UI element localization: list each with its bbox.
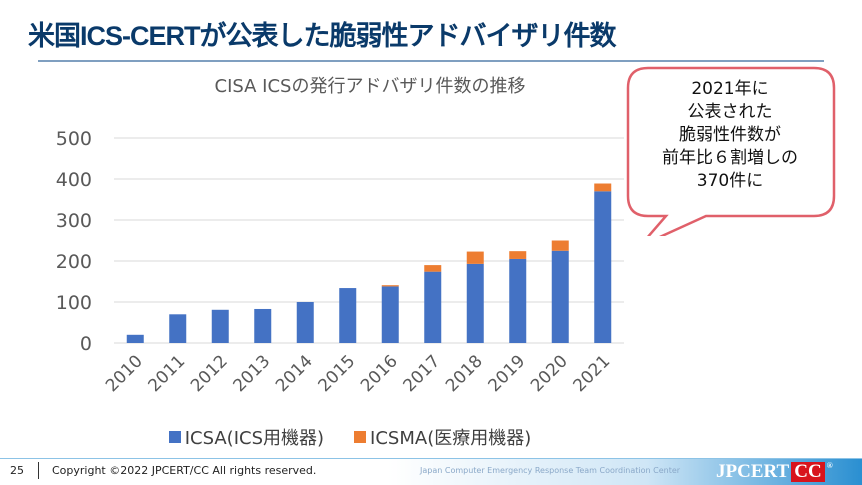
page-number: 25 xyxy=(10,464,24,477)
x-tick-label: 2010 xyxy=(102,351,147,396)
slide-title: 米国ICS-CERTが公表した脆弱性アドバイザリ件数 xyxy=(28,21,616,51)
bar-icsa xyxy=(381,286,399,343)
legend-label-icsa: ICSA(ICS用機器) xyxy=(184,428,325,449)
legend-swatch-icsa xyxy=(168,431,181,443)
slide-footer: 25 Copyright ©2022 JPCERT/CC All rights … xyxy=(0,458,862,485)
bar-icsma xyxy=(551,240,569,251)
bar-icsa xyxy=(169,314,187,343)
footer-divider xyxy=(0,458,862,459)
bar-icsa xyxy=(466,263,484,343)
bar-icsa xyxy=(296,302,314,343)
x-tick-label: 2015 xyxy=(315,351,360,396)
bar-icsma xyxy=(594,183,612,192)
bar-icsma xyxy=(381,285,399,287)
callout-text: 2021年に 公表された 脆弱性件数が 前年比６割増しの 370件に xyxy=(632,78,828,193)
bar-icsa xyxy=(254,308,272,343)
bar-icsa xyxy=(339,288,357,343)
speech-bubble-outline xyxy=(626,66,836,236)
y-tick-label: 400 xyxy=(56,169,92,191)
y-tick-label: 100 xyxy=(56,292,92,314)
logo-registered: ® xyxy=(826,461,833,470)
callout-line: 公表された xyxy=(687,102,773,122)
legend-swatch-icsma xyxy=(354,431,367,443)
bar-icsa xyxy=(509,258,527,343)
x-tick-label: 2019 xyxy=(485,351,530,396)
legend-item-icsma: ICSMA(医療用機器) xyxy=(354,424,531,450)
y-tick-label: 200 xyxy=(56,251,92,273)
y-tick-label: 500 xyxy=(56,128,92,150)
logo-cc: CC xyxy=(791,462,825,482)
x-tick-label: 2017 xyxy=(400,351,445,396)
x-tick-label: 2012 xyxy=(187,351,232,396)
legend-label-icsma: ICSMA(医療用機器) xyxy=(370,428,532,449)
callout-line: 370件に xyxy=(696,171,764,191)
x-tick-label: 2011 xyxy=(145,351,190,396)
chart-legend: ICSA(ICS用機器) ICSMA(医療用機器) xyxy=(0,424,700,450)
bar-icsma xyxy=(509,251,527,259)
bar-icsa xyxy=(551,250,569,343)
bar-icsa xyxy=(126,334,144,343)
organization-name: Japan Computer Emergency Response Team C… xyxy=(420,466,681,475)
chart-title: CISA ICSの発行アドバザリ件数の推移 xyxy=(214,76,526,97)
speech-bubble xyxy=(626,66,836,236)
x-tick-label: 2014 xyxy=(272,351,317,396)
bar-icsma xyxy=(424,265,442,272)
copyright-text: Copyright ©2022 JPCERT/CC All rights res… xyxy=(52,464,317,477)
legend-item-icsa: ICSA(ICS用機器) xyxy=(168,424,325,450)
x-tick-label: 2016 xyxy=(357,351,402,396)
callout-line: 前年比６割増しの xyxy=(662,148,798,168)
bar-icsa xyxy=(424,271,442,343)
bar-icsma xyxy=(466,251,484,264)
y-tick-label: 300 xyxy=(56,210,92,232)
x-tick-label: 2020 xyxy=(527,351,572,396)
x-tick-label: 2018 xyxy=(442,351,487,396)
bar-icsa xyxy=(594,191,612,343)
y-tick-label: 0 xyxy=(80,333,92,355)
callout-line: 脆弱性件数が xyxy=(679,125,781,145)
x-tick-label: 2013 xyxy=(230,351,275,396)
bar-chart: 0 100 200 300 400 500 201020112012201320142015… xyxy=(56,128,624,396)
callout-line: 2021年に xyxy=(691,79,769,99)
footer-separator xyxy=(38,462,39,479)
title-divider xyxy=(38,60,824,62)
bar-icsa xyxy=(211,309,229,343)
logo-text: JPCERT xyxy=(716,461,790,482)
jpcert-logo: JPCERT CC ® xyxy=(716,461,833,483)
x-tick-label: 2021 xyxy=(570,351,615,396)
